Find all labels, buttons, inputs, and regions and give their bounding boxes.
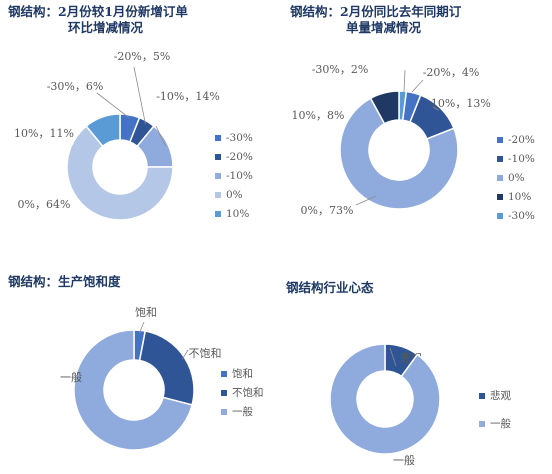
- data-label: -30%，2%: [312, 63, 369, 76]
- leader-line: [138, 321, 145, 334]
- legend-label: 不饱和: [232, 387, 264, 399]
- donut-chart-order-yoy: -30%，2% -20%，4% -10%，13% 0%，73% 10%，8% -20% -1…: [292, 63, 535, 222]
- leader-line: [389, 347, 397, 367]
- leader-line: [96, 92, 130, 119]
- legend-swatch: [221, 390, 227, 396]
- legend-label: -20%: [226, 151, 253, 163]
- data-label: 一般: [60, 371, 82, 384]
- data-label: 一般: [393, 454, 415, 467]
- legend-swatch: [221, 371, 227, 377]
- legend-swatch: [215, 135, 221, 141]
- legend-label: 0%: [226, 189, 243, 201]
- legend-label: 饱和: [232, 368, 253, 380]
- leader-line: [411, 79, 424, 93]
- leader-line: [355, 195, 377, 206]
- donut-slice: [138, 330, 195, 406]
- chart-title: 钢结构：2月份同比去年同期订 单量增减情况: [290, 4, 461, 36]
- data-label: 10%，11%: [14, 127, 74, 140]
- legend-swatch: [497, 137, 503, 143]
- data-label: -10%，13%: [427, 97, 491, 110]
- legend-label: 10%: [508, 191, 531, 203]
- chart-title-line-1: 钢结构：2月份较1月份新增订单: [8, 4, 188, 19]
- legend-label: 10%: [226, 208, 249, 220]
- chart-panel-production-saturation: 钢结构：生产饱和度 饱和 不饱和 一般 饱和 不饱和 一般: [0, 237, 276, 474]
- leader-line: [181, 349, 189, 360]
- legend-label: -10%: [508, 153, 535, 165]
- data-label: 0%，73%: [301, 204, 354, 217]
- data-label: -20%，4%: [423, 66, 480, 79]
- chart-title-line-1: 钢结构：2月份同比去年同期订: [290, 4, 462, 19]
- donut-slice: [329, 343, 441, 455]
- donut-slice: [66, 125, 174, 221]
- leader-line: [133, 66, 146, 125]
- data-label: 10%，8%: [292, 109, 345, 122]
- legend-swatch: [215, 173, 221, 179]
- chart-title-line-1: 钢结构：生产饱和度: [8, 274, 121, 289]
- legend-swatch: [479, 421, 485, 427]
- chart-title: 钢结构：2月份较1月份新增订单 环比增减情况: [8, 4, 188, 36]
- legend-swatch: [479, 393, 485, 399]
- legend-swatch: [215, 154, 221, 160]
- chart-panel-industry-sentiment: 钢结构行业心态 悲观 一般 悲观 一般: [276, 237, 552, 474]
- legend-label: 一般: [490, 417, 511, 430]
- legend-label: -30%: [508, 210, 535, 222]
- donut-slice: [369, 90, 400, 125]
- legend-label: 0%: [508, 172, 525, 184]
- donut-slice: [73, 329, 194, 451]
- donut-chart-order-mom: -30%，6% -20%，5% -10%，14% 0%，64% 10%，11% -30% -…: [14, 50, 253, 221]
- chart-title: 钢结构：生产饱和度: [8, 274, 121, 290]
- data-label: -10%，14%: [156, 90, 220, 103]
- legend-label: 悲观: [490, 389, 511, 402]
- legend-swatch: [215, 211, 221, 217]
- chart-title-line-1: 钢结构行业心态: [286, 280, 374, 295]
- chart-panel-order-mom: 钢结构：2月份较1月份新增订单 环比增减情况 -30%，6% -20%，5% -10…: [0, 0, 276, 237]
- legend-label: -10%: [226, 170, 253, 182]
- chart-title: 钢结构行业心态: [286, 280, 374, 296]
- donut-slice: [85, 113, 121, 148]
- legend-label: -30%: [226, 132, 253, 144]
- legend-swatch: [497, 194, 503, 200]
- legend-label: -20%: [508, 134, 535, 146]
- data-label: -20%，5%: [114, 50, 171, 63]
- legend-swatch: [497, 213, 503, 219]
- leader-line: [403, 69, 406, 93]
- legend-swatch: [497, 156, 503, 162]
- chart-title-line-2: 环比增减情况: [68, 20, 144, 35]
- legend-swatch: [215, 192, 221, 198]
- leader-line: [155, 125, 166, 146]
- data-label: -30%，6%: [47, 80, 104, 93]
- data-label: 0%，64%: [18, 198, 71, 211]
- chart-title-line-2: 单量增减情况: [346, 20, 422, 35]
- legend-label: 一般: [232, 405, 253, 418]
- legend-swatch: [221, 409, 227, 415]
- legend-swatch: [497, 175, 503, 181]
- leader-line: [432, 106, 439, 111]
- donut-slice: [339, 97, 459, 210]
- data-label: 饱和: [135, 305, 157, 319]
- chart-panel-order-yoy: 钢结构：2月份同比去年同期订 单量增减情况 -30%，2% -20%，4% -10%…: [276, 0, 552, 237]
- data-label: 不饱和: [189, 346, 222, 360]
